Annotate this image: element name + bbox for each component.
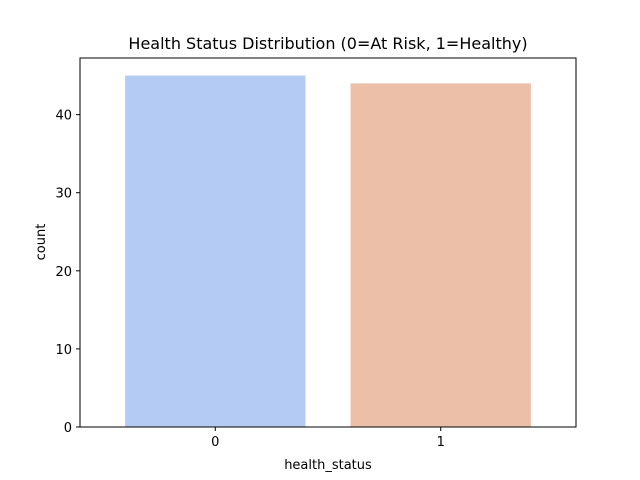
x-axis-label: health_status	[284, 458, 372, 473]
x-tick-label: 0	[211, 435, 219, 450]
y-tick-label: 0	[64, 421, 72, 436]
y-tick-label: 10	[55, 343, 72, 358]
bar-0	[125, 75, 306, 428]
bars-group	[125, 75, 531, 428]
y-axis-ticks: 0 10 20 30 40	[55, 109, 80, 436]
y-axis-label: count	[34, 224, 49, 261]
bar-1	[350, 83, 531, 427]
chart-title: Health Status Distribution (0=At Risk, 1…	[128, 34, 527, 53]
x-tick-label: 1	[437, 435, 445, 450]
y-tick-label: 40	[55, 109, 72, 124]
y-tick-label: 20	[55, 265, 72, 280]
plot-frame	[79, 57, 577, 428]
y-tick-label: 30	[55, 187, 72, 202]
